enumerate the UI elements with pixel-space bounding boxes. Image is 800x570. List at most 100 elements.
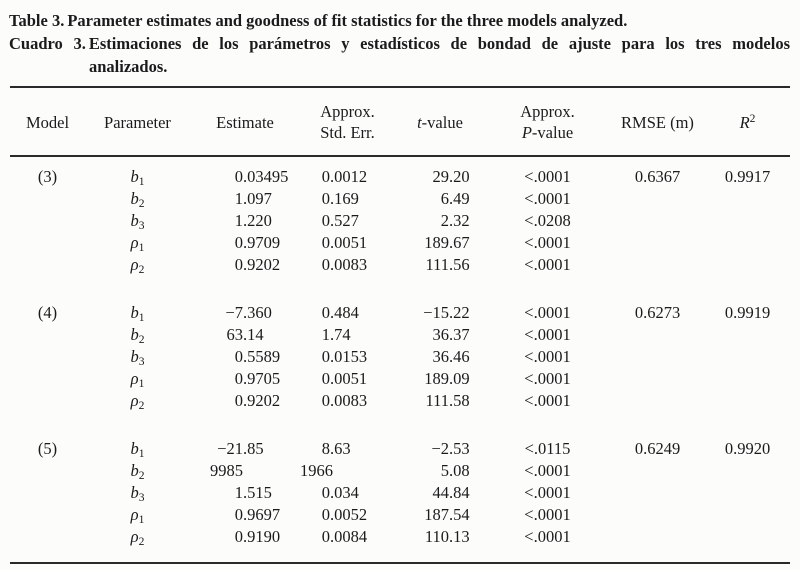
cell-parameter: ρ1 [130,505,145,527]
cell-p-value: <.0208 [524,211,571,230]
cell-std-err: 0.169 [321,189,359,208]
cell-parameter: ρ2 [130,527,145,549]
cell-t-value: 189.67 [424,233,470,252]
table-row: (4) b1 −7.360 0.484 −15.22 <.0001 0.6273 0.9919 [10,276,790,324]
table-header: Model Parameter Estimate Approx. Std. Er… [10,87,790,156]
caption-spanish-text: Estimaciones de los parámetros y estadís… [88,34,790,53]
cell-t-value: −15.22 [423,303,470,322]
cell-r2 [705,232,790,254]
cell-parameter: b3 [130,211,145,233]
cell-model: (5) [37,439,58,458]
cell-estimate: −7.360 [225,303,272,322]
table-row: ρ2 0.9202 0.0083 111.58 <.0001 [10,390,790,412]
table-row: b3 1.220 0.527 2.32 <.0208 [10,210,790,232]
col-header-parameter: Parameter [104,112,171,132]
cell-rmse [610,526,705,563]
cell-model [10,254,85,276]
cell-p-value: <.0001 [524,189,571,208]
cell-std-err: 0.0051 [321,369,368,388]
cell-estimate: 0.03495 [234,167,289,186]
cell-rmse [610,232,705,254]
cell-r2 [705,254,790,276]
cell-std-err: 0.527 [321,211,359,230]
cell-estimate: 0.9190 [234,527,281,546]
cell-model [10,324,85,346]
cell-p-value: <.0001 [524,461,571,480]
cell-rmse: 0.6273 [634,303,681,322]
cell-rmse [610,368,705,390]
cell-r2: 0.9917 [724,167,771,186]
cell-parameter: ρ2 [130,255,145,277]
cell-std-err: 0.0083 [321,391,368,410]
caption-english: Table 3. Parameter estimates and goodness… [9,9,790,32]
cell-p-value: <.0001 [524,527,571,546]
cell-model [10,210,85,232]
cell-estimate: 63.14 [226,325,264,344]
cell-t-value: 111.56 [425,255,470,274]
cell-parameter: b3 [130,347,145,369]
cell-rmse [610,188,705,210]
table-row: b3 0.5589 0.0153 36.46 <.0001 [10,346,790,368]
caption-spanish-line2: analizados. [89,57,168,76]
table-header-row: Model Parameter Estimate Approx. Std. Er… [10,87,790,156]
cell-estimate: 0.5589 [234,347,281,366]
cell-estimate: 1.515 [234,483,272,502]
cell-r2 [705,526,790,563]
col-header-model: Model [25,112,70,132]
cell-model [10,346,85,368]
table-row: (3) b1 0.03495 0.0012 29.20 <.0001 0.6367 0.991… [10,156,790,188]
cell-std-err: 0.0153 [321,347,368,366]
cell-p-value: <.0001 [524,303,571,322]
cell-std-err: 0.0083 [321,255,368,274]
table-row: ρ2 0.9202 0.0083 111.56 <.0001 [10,254,790,276]
cell-p-value: <.0001 [524,391,571,410]
cell-p-value: <.0001 [524,483,571,502]
table-row: b2 63.14 1.74 36.37 <.0001 [10,324,790,346]
cell-model [10,368,85,390]
cell-parameter: b2 [130,461,145,483]
cell-std-err: 8.63 [321,439,351,458]
table-row: ρ1 0.9705 0.0051 189.09 <.0001 [10,368,790,390]
cell-rmse [610,482,705,504]
cell-rmse [610,460,705,482]
parameter-estimates-table: Model Parameter Estimate Approx. Std. Er… [10,86,790,564]
cell-rmse [610,504,705,526]
cell-model [10,390,85,412]
cell-p-value: <.0001 [524,167,571,186]
cell-std-err: 0.0012 [321,167,368,186]
cell-model: (3) [37,167,58,186]
cell-parameter: b2 [130,325,145,347]
cell-parameter: b1 [130,439,145,461]
table-row: ρ1 0.9697 0.0052 187.54 <.0001 [10,504,790,526]
cell-std-err: 0.0052 [321,505,368,524]
cell-estimate: 1.097 [234,189,272,208]
table-row: b3 1.515 0.034 44.84 <.0001 [10,482,790,504]
cell-r2 [705,482,790,504]
table-row: b2 1.097 0.169 6.49 <.0001 [10,188,790,210]
caption-english-text: Parameter estimates and goodness of fit … [67,11,628,30]
cell-r2 [705,390,790,412]
table-row: (5) b1 −21.85 8.63 −2.53 <.0115 0.6249 0.9920 [10,412,790,460]
cell-model [10,504,85,526]
cell-estimate: 9985 [210,461,243,480]
caption-spanish-line1: Cuadro 3. Estimaciones de los parámetros … [9,32,790,55]
table-row: ρ2 0.9190 0.0084 110.13 <.0001 [10,526,790,563]
cell-t-value: 2.32 [440,211,470,230]
caption-english-label: Table 3. [9,11,65,30]
cell-parameter: b2 [130,189,145,211]
cell-std-err: 1966 [300,461,333,480]
cell-p-value: <.0001 [524,255,571,274]
cell-r2 [705,504,790,526]
cell-r2 [705,368,790,390]
cell-p-value: <.0001 [524,347,571,366]
cell-std-err: 1.74 [321,325,351,344]
cell-parameter: ρ1 [130,369,145,391]
cell-model [10,460,85,482]
cell-rmse [610,324,705,346]
table-caption: Table 3. Parameter estimates and goodness… [0,9,800,78]
cell-t-value: 36.46 [432,347,470,366]
cell-model [10,188,85,210]
cell-t-value: 110.13 [424,527,470,546]
cell-estimate: 0.9697 [234,505,281,524]
